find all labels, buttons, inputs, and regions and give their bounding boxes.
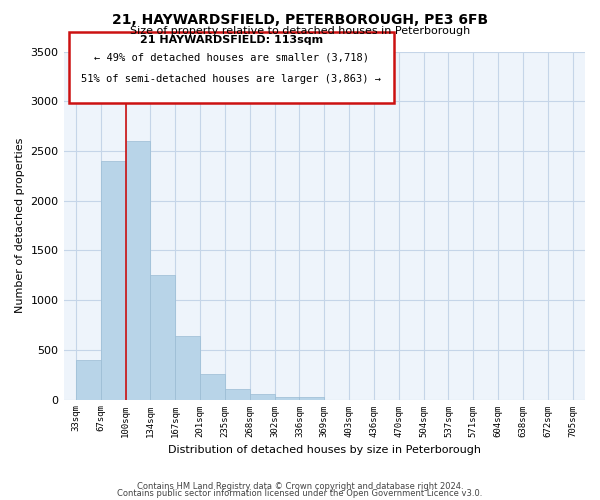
Bar [76,360,101,400]
Text: Contains HM Land Registry data © Crown copyright and database right 2024.: Contains HM Land Registry data © Crown c… [137,482,463,491]
Bar [225,388,250,400]
Text: 51% of semi-detached houses are larger (3,863) →: 51% of semi-detached houses are larger (… [81,74,381,85]
Bar [125,141,151,400]
Bar [250,394,275,400]
Text: Size of property relative to detached houses in Peterborough: Size of property relative to detached ho… [130,26,470,36]
Text: Contains public sector information licensed under the Open Government Licence v3: Contains public sector information licen… [118,489,482,498]
X-axis label: Distribution of detached houses by size in Peterborough: Distribution of detached houses by size … [168,445,481,455]
Bar [151,275,175,400]
Bar [101,161,125,400]
Text: 21 HAYWARDSFIELD: 113sqm: 21 HAYWARDSFIELD: 113sqm [140,34,323,44]
Text: 21, HAYWARDSFIELD, PETERBOROUGH, PE3 6FB: 21, HAYWARDSFIELD, PETERBOROUGH, PE3 6FB [112,12,488,26]
Bar [200,374,225,400]
Bar [175,336,200,400]
Bar [275,396,299,400]
Text: ← 49% of detached houses are smaller (3,718): ← 49% of detached houses are smaller (3,… [94,52,368,62]
FancyBboxPatch shape [68,32,394,103]
Bar [299,396,324,400]
Y-axis label: Number of detached properties: Number of detached properties [15,138,25,313]
